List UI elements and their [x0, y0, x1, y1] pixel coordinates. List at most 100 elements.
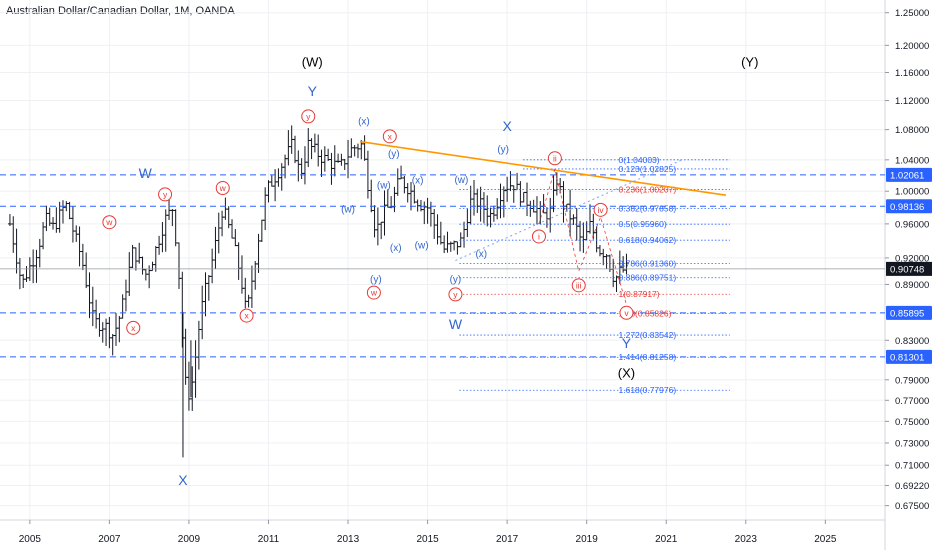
wave-label: (x)	[412, 176, 424, 187]
price-tick-label: 0.77000	[895, 396, 929, 407]
resistance-trendline	[359, 140, 727, 197]
wave-label: (x)	[358, 116, 370, 127]
fib-level-label: 1.414(0.81258)	[619, 352, 677, 362]
horizontal-level-badge	[886, 305, 932, 320]
time-tick-label: 2013	[337, 534, 360, 545]
wave-connector-red	[538, 167, 627, 305]
grid	[0, 0, 885, 520]
wave-label-circle	[126, 320, 141, 335]
price-tick-label: 0.89000	[895, 280, 929, 291]
wave-label: x	[388, 131, 393, 141]
wave-label: (w)	[454, 175, 468, 186]
horizontal-level-label: 0.98136	[890, 202, 924, 213]
wave-label: X	[178, 472, 188, 488]
candles	[7, 125, 629, 458]
time-tick-label: 2009	[178, 534, 201, 545]
wave-label: ii	[553, 153, 557, 163]
wave-label: (y)	[497, 145, 509, 156]
horizontal-level-badge	[886, 167, 932, 182]
support-trendline	[455, 159, 683, 261]
time-tick-label: 2017	[496, 534, 519, 545]
fib-level-label: 0.886(0.89751)	[619, 273, 677, 283]
price-tick-label: 0.79000	[895, 375, 929, 386]
fib-level-label: 1.272(0.83542)	[619, 330, 677, 340]
wave-label-circle	[448, 287, 463, 302]
fib-level-label: 0.5(0.95960)	[619, 219, 667, 229]
price-tick-label: 1.12000	[895, 96, 929, 107]
wave-label: (y)	[450, 275, 462, 286]
wave-label: (W)	[302, 55, 323, 70]
price-tick-label: 0.75000	[895, 417, 929, 428]
wave-label: X	[502, 118, 512, 134]
fib-level-label: 1.13(0.85826)	[619, 308, 672, 318]
wave-label: W	[449, 316, 463, 332]
fib-level-label: 1(0.87917)	[619, 289, 660, 299]
wave-label: i	[538, 231, 540, 241]
horizontal-level-label: 0.85895	[890, 308, 924, 319]
current-price-label: 0.90748	[890, 264, 924, 275]
wave-label: (w)	[341, 205, 355, 216]
wave-label-circle	[239, 308, 254, 323]
fib-level-label: 0(1.04003)	[619, 155, 660, 165]
price-tick-label: 1.04000	[895, 155, 929, 166]
price-tick-label: 1.25000	[895, 8, 929, 19]
price-tick-label: 0.92000	[895, 253, 929, 264]
wave-label: (y)	[388, 149, 400, 160]
wave-label: v	[624, 308, 629, 318]
wave-label: y	[306, 111, 311, 121]
price-tick-label: 0.67500	[895, 501, 929, 512]
horizontal-level-label: 0.81301	[890, 352, 924, 363]
wave-label: (y)	[370, 275, 382, 286]
price-tick-label: 0.73000	[895, 438, 929, 449]
wave-label-circle	[102, 215, 117, 230]
wave-label: (w)	[377, 180, 391, 191]
fib-level-label: 0.382(0.97858)	[619, 204, 677, 214]
chart-title: Australian Dollar/Canadian Dollar, 1M, O…	[6, 5, 235, 17]
price-tick-label: 1.08000	[895, 125, 929, 136]
wave-label-circle	[301, 109, 316, 124]
price-tick-label: 1.00000	[895, 187, 929, 198]
time-tick-label: 2005	[19, 534, 42, 545]
wave-label: (X)	[618, 365, 635, 380]
time-tick-label: 2023	[735, 534, 758, 545]
current-price-badge	[886, 261, 932, 276]
wave-label: y	[453, 289, 458, 299]
wave-label: (Y)	[741, 55, 758, 70]
wave-label: Y	[308, 83, 318, 99]
wave-label: (x)	[475, 249, 487, 260]
wave-label: (w)	[415, 240, 429, 251]
wave-label-circle	[531, 229, 546, 244]
fib-level-label: 0.236(1.00207)	[619, 185, 677, 195]
time-tick-label: 2019	[576, 534, 599, 545]
wave-label-circle	[547, 151, 562, 166]
horizontal-level-badge	[886, 199, 932, 214]
wave-label: w	[219, 183, 227, 193]
time-tick-label: 2015	[416, 534, 439, 545]
wave-label: w	[105, 217, 113, 227]
wave-labels: (W) Y (Y) (X) W X X W Y (x) (y) (w) (x) (w) (x) (w) (w) (…	[102, 55, 758, 488]
time-tick-label: 2025	[814, 534, 837, 545]
wave-label-circle	[593, 202, 608, 217]
time-tick-label: 2011	[258, 534, 280, 545]
time-tick-label: 2021	[655, 534, 678, 545]
horizontal-level-badge	[886, 349, 932, 364]
wave-label: (x)	[390, 243, 402, 254]
wave-label: W	[139, 165, 153, 181]
price-tick-label: 0.83000	[895, 336, 929, 347]
price-tick-label: 0.69220	[895, 481, 929, 492]
time-tick-label: 2007	[98, 534, 121, 545]
wave-label-circle	[366, 285, 381, 300]
wave-label-circle	[382, 129, 397, 144]
fib-level-label: 0.786(0.91360)	[619, 259, 677, 269]
wave-label: x	[131, 323, 136, 333]
wave-label: y	[163, 189, 168, 199]
price-tick-label: 1.16000	[895, 68, 929, 79]
wave-label: w	[370, 288, 378, 298]
fib-level-label: 0.618(0.94062)	[619, 235, 677, 245]
fib-level-label: 0.123(1.02825)	[619, 164, 677, 174]
price-tick-label: 0.71000	[895, 461, 929, 472]
wave-label-circle	[158, 187, 173, 202]
wave-label-circle	[215, 181, 230, 196]
wave-label: iii	[576, 280, 582, 290]
